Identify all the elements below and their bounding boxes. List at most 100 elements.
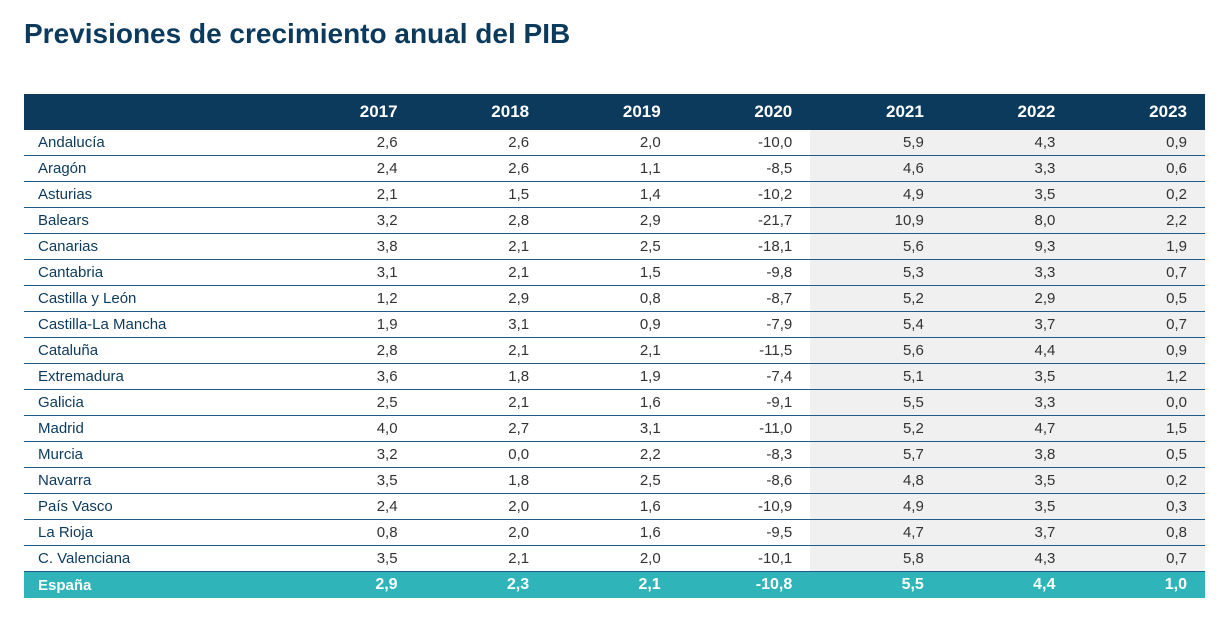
value-cell: 4,3 xyxy=(942,546,1074,572)
value-cell: 3,7 xyxy=(942,312,1074,338)
value-cell: 5,1 xyxy=(810,364,942,390)
value-cell: -9,5 xyxy=(679,520,811,546)
col-header-year: 2022 xyxy=(942,94,1074,130)
value-cell: 2,2 xyxy=(547,442,679,468)
value-cell: 3,5 xyxy=(284,546,416,572)
page-title: Previsiones de crecimiento anual del PIB xyxy=(24,18,1205,50)
col-header-year: 2017 xyxy=(284,94,416,130)
value-cell: 2,1 xyxy=(547,338,679,364)
region-name-cell: País Vasco xyxy=(24,494,284,520)
value-cell: 3,8 xyxy=(284,234,416,260)
value-cell: 3,3 xyxy=(942,390,1074,416)
value-cell: 1,5 xyxy=(416,182,548,208)
table-row: Aragón2,42,61,1-8,54,63,30,6 xyxy=(24,156,1205,182)
value-cell: 0,9 xyxy=(1073,130,1205,156)
value-cell: 4,3 xyxy=(942,130,1074,156)
value-cell: 2,4 xyxy=(284,156,416,182)
value-cell: 3,8 xyxy=(942,442,1074,468)
value-cell: 1,6 xyxy=(547,390,679,416)
value-cell: 3,3 xyxy=(942,156,1074,182)
value-cell: -10,9 xyxy=(679,494,811,520)
table-row: País Vasco2,42,01,6-10,94,93,50,3 xyxy=(24,494,1205,520)
value-cell: -7,4 xyxy=(679,364,811,390)
value-cell: 2,1 xyxy=(416,546,548,572)
region-name-cell: Galicia xyxy=(24,390,284,416)
value-cell: -8,3 xyxy=(679,442,811,468)
value-cell: 2,0 xyxy=(416,494,548,520)
value-cell: 2,6 xyxy=(416,156,548,182)
value-cell: 3,2 xyxy=(284,442,416,468)
value-cell: 2,9 xyxy=(416,286,548,312)
value-cell: 0,7 xyxy=(1073,546,1205,572)
value-cell: 5,4 xyxy=(810,312,942,338)
col-header-year: 2023 xyxy=(1073,94,1205,130)
value-cell: 2,8 xyxy=(284,338,416,364)
value-cell: 0,9 xyxy=(1073,338,1205,364)
value-cell: 2,1 xyxy=(416,390,548,416)
value-cell: 5,2 xyxy=(810,286,942,312)
value-cell: 2,5 xyxy=(547,234,679,260)
value-cell: 1,2 xyxy=(284,286,416,312)
value-cell: 0,7 xyxy=(1073,260,1205,286)
value-cell: 3,1 xyxy=(284,260,416,286)
value-cell: 2,0 xyxy=(547,546,679,572)
value-cell: 4,9 xyxy=(810,182,942,208)
value-cell: 2,2 xyxy=(1073,208,1205,234)
table-row: Asturias2,11,51,4-10,24,93,50,2 xyxy=(24,182,1205,208)
value-cell: -9,1 xyxy=(679,390,811,416)
value-cell: 3,5 xyxy=(942,182,1074,208)
value-cell: 5,3 xyxy=(810,260,942,286)
value-cell: 5,6 xyxy=(810,234,942,260)
value-cell: -18,1 xyxy=(679,234,811,260)
value-cell: 10,9 xyxy=(810,208,942,234)
value-cell: 0,0 xyxy=(1073,390,1205,416)
value-cell: 2,1 xyxy=(284,182,416,208)
value-cell: 2,4 xyxy=(284,494,416,520)
region-name-cell: Castilla-La Mancha xyxy=(24,312,284,338)
value-cell: 4,7 xyxy=(810,520,942,546)
value-cell: 3,3 xyxy=(942,260,1074,286)
summary-value-cell: 5,5 xyxy=(810,572,942,599)
value-cell: 0,3 xyxy=(1073,494,1205,520)
value-cell: 1,8 xyxy=(416,468,548,494)
value-cell: 3,5 xyxy=(942,494,1074,520)
value-cell: 2,6 xyxy=(284,130,416,156)
region-name-cell: Murcia xyxy=(24,442,284,468)
table-row: Navarra3,51,82,5-8,64,83,50,2 xyxy=(24,468,1205,494)
summary-row: España2,92,32,1-10,85,54,41,0 xyxy=(24,572,1205,599)
table-body: Andalucía2,62,62,0-10,05,94,30,9Aragón2,… xyxy=(24,130,1205,598)
summary-value-cell: 4,4 xyxy=(942,572,1074,599)
value-cell: 3,1 xyxy=(416,312,548,338)
value-cell: 1,4 xyxy=(547,182,679,208)
table-row: Castilla-La Mancha1,93,10,9-7,95,43,70,7 xyxy=(24,312,1205,338)
value-cell: 5,6 xyxy=(810,338,942,364)
col-header-year: 2021 xyxy=(810,94,942,130)
value-cell: 1,5 xyxy=(547,260,679,286)
value-cell: -8,6 xyxy=(679,468,811,494)
value-cell: 1,9 xyxy=(547,364,679,390)
region-name-cell: Asturias xyxy=(24,182,284,208)
value-cell: 0,9 xyxy=(547,312,679,338)
region-name-cell: Cataluña xyxy=(24,338,284,364)
value-cell: 4,4 xyxy=(942,338,1074,364)
value-cell: 3,2 xyxy=(284,208,416,234)
region-name-cell: Aragón xyxy=(24,156,284,182)
value-cell: 2,9 xyxy=(547,208,679,234)
value-cell: -8,7 xyxy=(679,286,811,312)
value-cell: 1,9 xyxy=(284,312,416,338)
region-name-cell: Extremadura xyxy=(24,364,284,390)
value-cell: 1,1 xyxy=(547,156,679,182)
value-cell: 5,7 xyxy=(810,442,942,468)
value-cell: 2,1 xyxy=(416,234,548,260)
value-cell: -9,8 xyxy=(679,260,811,286)
value-cell: -11,5 xyxy=(679,338,811,364)
value-cell: 1,5 xyxy=(1073,416,1205,442)
table-row: La Rioja0,82,01,6-9,54,73,70,8 xyxy=(24,520,1205,546)
value-cell: -21,7 xyxy=(679,208,811,234)
value-cell: 0,7 xyxy=(1073,312,1205,338)
table-row: Cataluña2,82,12,1-11,55,64,40,9 xyxy=(24,338,1205,364)
value-cell: -7,9 xyxy=(679,312,811,338)
value-cell: 4,6 xyxy=(810,156,942,182)
value-cell: 8,0 xyxy=(942,208,1074,234)
value-cell: 3,5 xyxy=(942,468,1074,494)
